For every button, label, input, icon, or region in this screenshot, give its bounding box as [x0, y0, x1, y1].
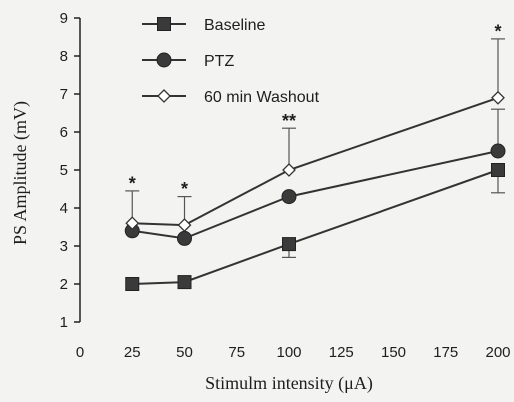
significance-marker: *: [181, 179, 188, 199]
data-point-s2-0: [125, 216, 140, 231]
data-point-s1-2: [281, 189, 297, 205]
series-line-0: [132, 169, 499, 285]
series-line-1: [132, 150, 499, 240]
significance-annotations: * ****: [129, 22, 502, 200]
legend-label-0: Baseline: [204, 17, 265, 34]
x-tick-label: 50: [176, 344, 193, 361]
y-tick-label: 1: [60, 314, 68, 331]
legend: Baseline PTZ 60 min Washout: [142, 17, 320, 106]
x-tick-label: 75: [228, 344, 245, 361]
x-tick-label: 125: [329, 344, 354, 361]
x-tick-label: 0: [76, 344, 84, 361]
significance-marker: **: [282, 111, 296, 131]
y-tick-label: 3: [60, 238, 68, 255]
data-point-s2-3: [491, 90, 505, 105]
data-point-s0-2: [282, 237, 296, 252]
y-axis-title: PS Amplitude (mV): [10, 101, 31, 245]
y-tick-label: 5: [60, 162, 68, 179]
data-point-s1-3: [490, 143, 506, 159]
y-tick-label: 2: [60, 276, 68, 293]
significance-marker: *: [129, 174, 136, 194]
data-point-s0-1: [177, 275, 192, 290]
x-tick-label: 100: [276, 344, 301, 361]
x-tick-label: 175: [433, 344, 458, 361]
y-tick-label: 4: [60, 200, 68, 217]
y-tick-label: 7: [60, 86, 68, 103]
legend-label-1: PTZ: [204, 53, 234, 70]
x-tick-label: 25: [124, 344, 141, 361]
x-tick-label: 200: [485, 344, 510, 361]
series-markers: [124, 90, 506, 291]
axes: 1 2 3 4 5 6 7 8 9 0 25 50 75 100 125 150 175 200: [60, 10, 511, 361]
error-bars: [125, 38, 505, 258]
data-point-s1-1: [177, 230, 192, 246]
legend-marker-0: [157, 17, 171, 31]
legend-label-2: 60 min Washout: [204, 89, 320, 106]
y-tick-label: 6: [60, 124, 68, 141]
y-tick-label: 8: [60, 48, 68, 65]
data-point-s2-1: [177, 218, 192, 233]
significance-marker: *: [494, 22, 501, 42]
series-lines: [132, 96, 499, 285]
data-point-s0-3: [491, 163, 505, 177]
data-point-s2-2: [282, 163, 296, 177]
series-line-2: [132, 96, 499, 227]
data-point-s0-0: [125, 277, 140, 291]
legend-marker-1: [156, 52, 172, 68]
legend-marker-2: [157, 89, 171, 103]
y-tick-label: 9: [60, 10, 68, 27]
x-tick-label: 150: [381, 344, 406, 361]
x-axis-title: Stimulm intensity (μA): [205, 373, 373, 394]
